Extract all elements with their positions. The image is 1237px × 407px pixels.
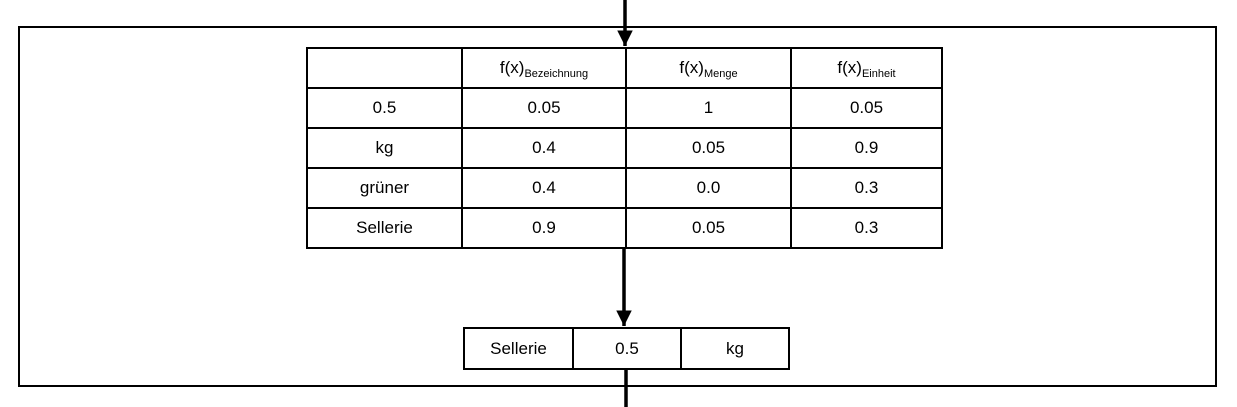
token-cell: Sellerie: [306, 207, 463, 249]
token-cell: kg: [306, 127, 463, 169]
score-cell-einheit: 0.3: [790, 207, 943, 249]
header-cell-empty: [306, 47, 463, 89]
header-cell-bezeichnung: f(x)Bezeichnung: [461, 47, 627, 89]
score-cell-bezeichnung: 0.4: [461, 127, 627, 169]
score-cell-einheit: 0.9: [790, 127, 943, 169]
token-cell: grüner: [306, 167, 463, 209]
result-einheit-cell: kg: [680, 327, 790, 370]
result-bezeichnung-cell: Sellerie: [463, 327, 574, 370]
header-subscript: Bezeichnung: [524, 68, 589, 80]
score-cell-menge: 0.05: [625, 207, 792, 249]
score-cell-menge: 1: [625, 87, 792, 129]
table-row: 0.5 0.05 1 0.05: [306, 87, 943, 129]
score-table-header-row: f(x)Bezeichnung f(x)Menge f(x)Einheit: [306, 47, 943, 89]
header-base: f(x): [499, 58, 525, 77]
score-table: f(x)Bezeichnung f(x)Menge f(x)Einheit 0.…: [306, 47, 943, 249]
result-table: Sellerie 0.5 kg: [463, 327, 790, 370]
header-base: f(x): [679, 58, 704, 77]
result-row: Sellerie 0.5 kg: [463, 327, 790, 370]
process-frame: [18, 26, 1217, 387]
score-cell-menge: 0.05: [625, 127, 792, 169]
result-menge-cell: 0.5: [572, 327, 682, 370]
header-base: f(x): [837, 58, 862, 77]
header-cell-menge: f(x)Menge: [625, 47, 792, 89]
table-row: kg 0.4 0.05 0.9: [306, 127, 943, 169]
table-row: grüner 0.4 0.0 0.3: [306, 167, 943, 209]
header-subscript: Menge: [703, 68, 738, 80]
score-cell-einheit: 0.05: [790, 87, 943, 129]
score-cell-bezeichnung: 0.9: [461, 207, 627, 249]
score-cell-bezeichnung: 0.05: [461, 87, 627, 129]
table-row: Sellerie 0.9 0.05 0.3: [306, 207, 943, 249]
score-cell-bezeichnung: 0.4: [461, 167, 627, 209]
score-cell-einheit: 0.3: [790, 167, 943, 209]
header-subscript: Einheit: [861, 68, 896, 80]
header-cell-einheit: f(x)Einheit: [790, 47, 943, 89]
token-cell: 0.5: [306, 87, 463, 129]
score-cell-menge: 0.0: [625, 167, 792, 209]
